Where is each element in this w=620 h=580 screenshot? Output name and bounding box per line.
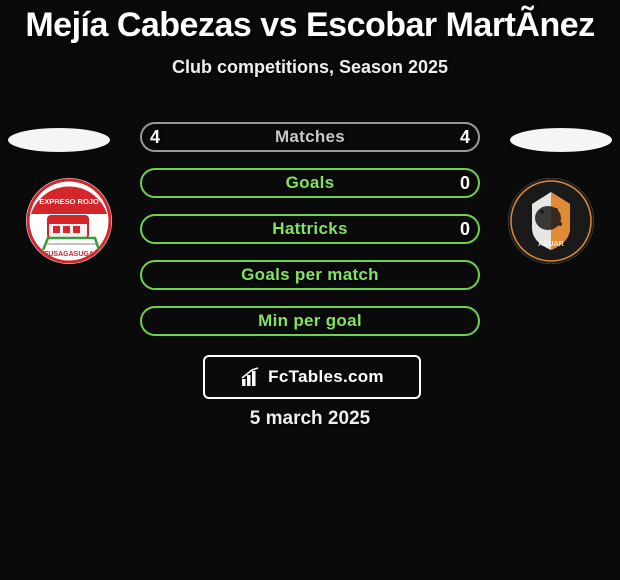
brand-box: FcTables.com: [203, 355, 421, 399]
stat-label: Matches: [275, 127, 345, 147]
stat-pill: Min per goal: [140, 306, 480, 336]
stat-value-right: 0: [460, 214, 470, 244]
comparison-card: Mejía Cabezas vs Escobar MartÃ­nez Club …: [0, 0, 620, 580]
date-text: 5 march 2025: [0, 408, 620, 430]
stat-row-matches: 4 Matches 4: [0, 122, 620, 154]
stat-pill: Goals per match: [140, 260, 480, 290]
stat-value-right: 0: [460, 168, 470, 198]
stat-row-min-per-goal: Min per goal: [0, 306, 620, 338]
stat-label: Goals per match: [241, 265, 379, 285]
stat-pill: Hattricks: [140, 214, 480, 244]
brand-text: FcTables.com: [268, 367, 384, 387]
bar-chart-icon: [240, 366, 262, 388]
stat-label: Hattricks: [272, 219, 347, 239]
stat-pill: Goals: [140, 168, 480, 198]
stat-row-hattricks: Hattricks 0: [0, 214, 620, 246]
subtitle: Club competitions, Season 2025: [0, 57, 620, 78]
stat-row-goals: Goals 0: [0, 168, 620, 200]
stat-value-right: 4: [460, 122, 470, 152]
stat-row-goals-per-match: Goals per match: [0, 260, 620, 292]
stats-area: 4 Matches 4 Goals 0 Hattricks 0 Goals pe…: [0, 122, 620, 352]
stat-pill: Matches: [140, 122, 480, 152]
page-title: Mejía Cabezas vs Escobar MartÃ­nez: [0, 0, 620, 45]
stat-label: Goals: [286, 173, 335, 193]
stat-label: Min per goal: [258, 311, 362, 331]
